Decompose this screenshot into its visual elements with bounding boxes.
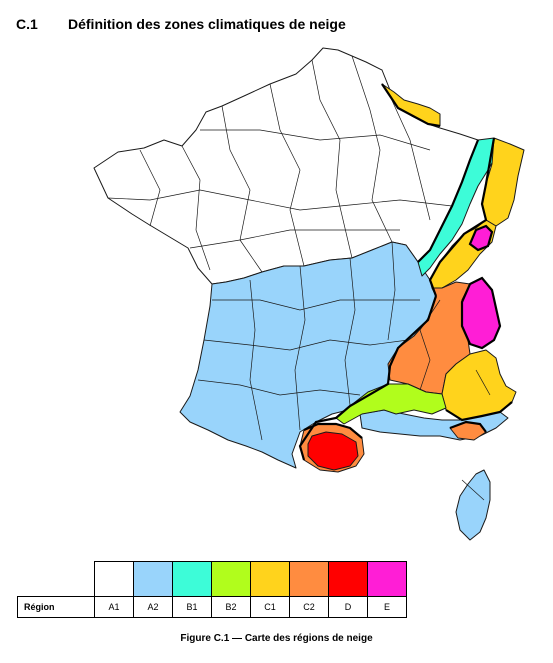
- legend-label-b2: B2: [211, 596, 251, 618]
- zone-boundaries: [298, 83, 513, 461]
- swatch-d: [328, 561, 368, 597]
- legend-label-c2: C2: [289, 596, 329, 618]
- figure-caption: Figure C.1 — Carte des régions de neige: [180, 633, 373, 644]
- legend-label-a2: A2: [133, 596, 173, 618]
- section-title: Définition des zones climatiques de neig…: [68, 16, 346, 32]
- swatch-c2: [289, 561, 329, 597]
- legend-row-label: Région: [17, 596, 95, 618]
- region-a1: [93, 47, 479, 285]
- legend-label-c1: C1: [250, 596, 290, 618]
- swatch-a1: [94, 561, 134, 597]
- swatch-e: [367, 561, 407, 597]
- legend-label-d: D: [328, 596, 368, 618]
- legend-swatch-row: [18, 561, 407, 597]
- legend-label-e: E: [367, 596, 407, 618]
- legend-label-a1: A1: [94, 596, 134, 618]
- swatch-b1: [172, 561, 212, 597]
- swatch-c1: [250, 561, 290, 597]
- legend-label-row: Région A1 A2 B1 B2 C1 C2 D E: [17, 596, 407, 618]
- corsica: [455, 469, 491, 541]
- swatch-b2: [211, 561, 251, 597]
- region-b2: [335, 383, 447, 425]
- region-d: [307, 431, 359, 471]
- legend-label-b1: B1: [172, 596, 212, 618]
- snow-region-map: [93, 47, 525, 541]
- legend-table: Région A1 A2 B1 B2 C1 C2 D E: [17, 561, 407, 618]
- section-number: C.1: [16, 16, 38, 32]
- swatch-a2: [133, 561, 173, 597]
- department-borders: [107, 55, 491, 501]
